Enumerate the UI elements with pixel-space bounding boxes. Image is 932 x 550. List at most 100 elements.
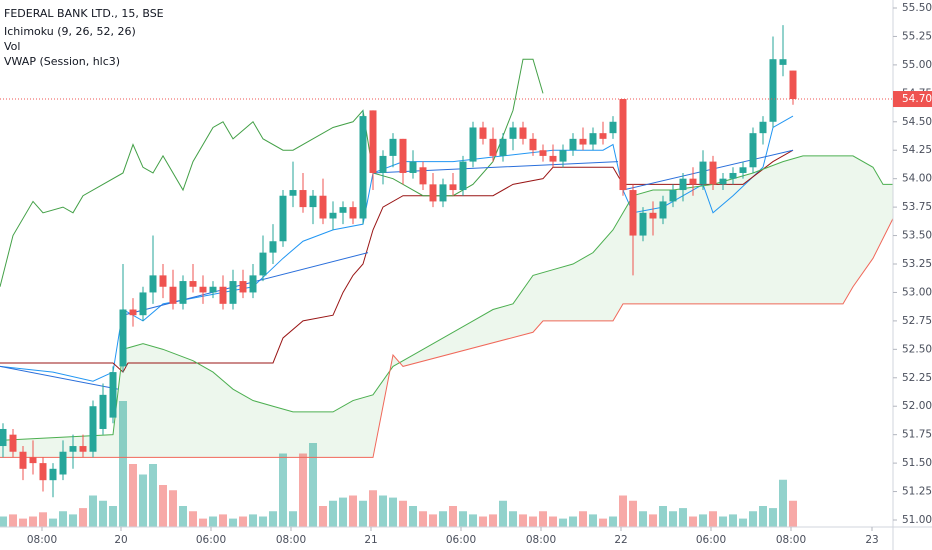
volume-bar bbox=[279, 453, 287, 527]
cloud bbox=[0, 155, 893, 458]
volume-bar bbox=[399, 500, 407, 527]
volume-bar bbox=[769, 508, 777, 527]
volume-bar bbox=[629, 500, 637, 527]
volume-bar bbox=[489, 514, 497, 527]
volume-bar bbox=[29, 516, 37, 527]
candle-body bbox=[119, 309, 127, 367]
candle-body bbox=[379, 155, 387, 173]
legend-entry: Vol bbox=[4, 40, 20, 53]
candle-body bbox=[509, 127, 517, 139]
volume-bar bbox=[639, 511, 647, 527]
volume-bar bbox=[299, 453, 307, 527]
candle-body bbox=[59, 451, 67, 475]
candle-body bbox=[339, 207, 347, 213]
candle-body bbox=[789, 70, 797, 100]
volume-bar bbox=[179, 506, 187, 527]
candle-body bbox=[559, 150, 567, 162]
y-tick-label: 53.75 bbox=[902, 201, 932, 213]
volume-bar bbox=[479, 516, 487, 527]
volume-bar bbox=[719, 516, 727, 527]
candle-body bbox=[349, 207, 357, 219]
candle-body bbox=[259, 252, 267, 276]
volume-bar bbox=[79, 508, 87, 527]
candle-body bbox=[719, 178, 727, 185]
x-tick-label: 06:00 bbox=[696, 534, 726, 546]
volume-bar bbox=[569, 516, 577, 527]
candle-body bbox=[419, 167, 427, 185]
candle-body bbox=[239, 281, 247, 293]
volume-bar bbox=[419, 511, 427, 527]
last-price-box bbox=[893, 91, 932, 108]
volume-bar bbox=[749, 511, 757, 527]
volume-bar bbox=[19, 518, 27, 527]
volume-bar bbox=[559, 518, 567, 527]
candle-body bbox=[549, 155, 557, 162]
candle-body bbox=[299, 190, 307, 208]
volume-bar bbox=[679, 508, 687, 527]
candle-body bbox=[659, 201, 667, 219]
y-tick-label: 53.25 bbox=[902, 258, 932, 270]
candle-body bbox=[289, 190, 297, 196]
volume-bar bbox=[609, 516, 617, 527]
candle-body bbox=[89, 406, 97, 452]
volume-bar bbox=[319, 506, 327, 527]
indicator-line bbox=[0, 218, 894, 458]
x-tick-label: 08:00 bbox=[526, 534, 556, 546]
y-tick-label: 51.75 bbox=[902, 429, 932, 441]
x-tick-label: 06:00 bbox=[446, 534, 476, 546]
volume-bar bbox=[539, 511, 547, 527]
y-tick-label: 51.50 bbox=[902, 457, 932, 469]
candle-body bbox=[159, 275, 167, 287]
candle-body bbox=[279, 195, 287, 242]
y-tick-label: 55.25 bbox=[902, 30, 932, 42]
y-tick-label: 54.50 bbox=[902, 116, 932, 128]
volume-bar bbox=[139, 474, 147, 527]
volume-bar bbox=[39, 512, 47, 527]
y-tick-label: 53.50 bbox=[902, 230, 932, 242]
volume-bar bbox=[499, 500, 507, 527]
last-price-label: 54.70 bbox=[902, 93, 932, 105]
candle-body bbox=[589, 133, 597, 145]
volume-bar bbox=[289, 511, 297, 527]
volume-bar bbox=[339, 497, 347, 527]
volume-bar bbox=[269, 511, 277, 527]
candle-body bbox=[619, 99, 627, 191]
indicator-line bbox=[0, 155, 893, 441]
x-tick-label: 23 bbox=[865, 534, 878, 546]
candle-body bbox=[699, 161, 707, 185]
candle-body bbox=[649, 212, 657, 219]
candle-body bbox=[249, 275, 257, 293]
volume-bar bbox=[0, 516, 7, 527]
y-tick-label: 52.00 bbox=[902, 400, 932, 412]
x-tick-label: 08:00 bbox=[776, 534, 806, 546]
candle-body bbox=[109, 372, 117, 418]
volume-bar bbox=[619, 495, 627, 527]
volume-bar bbox=[699, 514, 707, 527]
candle-body bbox=[19, 451, 27, 469]
volume-bar bbox=[759, 506, 767, 527]
volume-bar bbox=[709, 511, 717, 527]
volume-bar bbox=[229, 518, 237, 527]
legend-entry: VWAP (Session, hlc3) bbox=[4, 55, 120, 68]
x-tick-label: 08:00 bbox=[27, 534, 57, 546]
candle-body bbox=[169, 286, 177, 304]
volume-bar bbox=[469, 514, 477, 527]
volume-bar bbox=[209, 516, 217, 527]
candle-body bbox=[579, 138, 587, 145]
volume-bar bbox=[589, 514, 597, 527]
candle-body bbox=[539, 150, 547, 156]
candle-body bbox=[599, 133, 607, 139]
candle-body bbox=[709, 161, 717, 185]
y-tick-label: 51.25 bbox=[902, 486, 932, 498]
candle-body bbox=[49, 468, 57, 481]
indicator-line bbox=[0, 149, 794, 373]
volume-bar bbox=[149, 464, 157, 527]
candle-body bbox=[769, 59, 777, 122]
candle-body bbox=[409, 161, 417, 173]
y-tick-label: 52.75 bbox=[902, 315, 932, 327]
volume-bar bbox=[659, 506, 667, 527]
candle-body bbox=[69, 446, 77, 452]
candle-body bbox=[369, 110, 377, 173]
volume-bar bbox=[389, 497, 397, 527]
candle-body bbox=[529, 138, 537, 151]
